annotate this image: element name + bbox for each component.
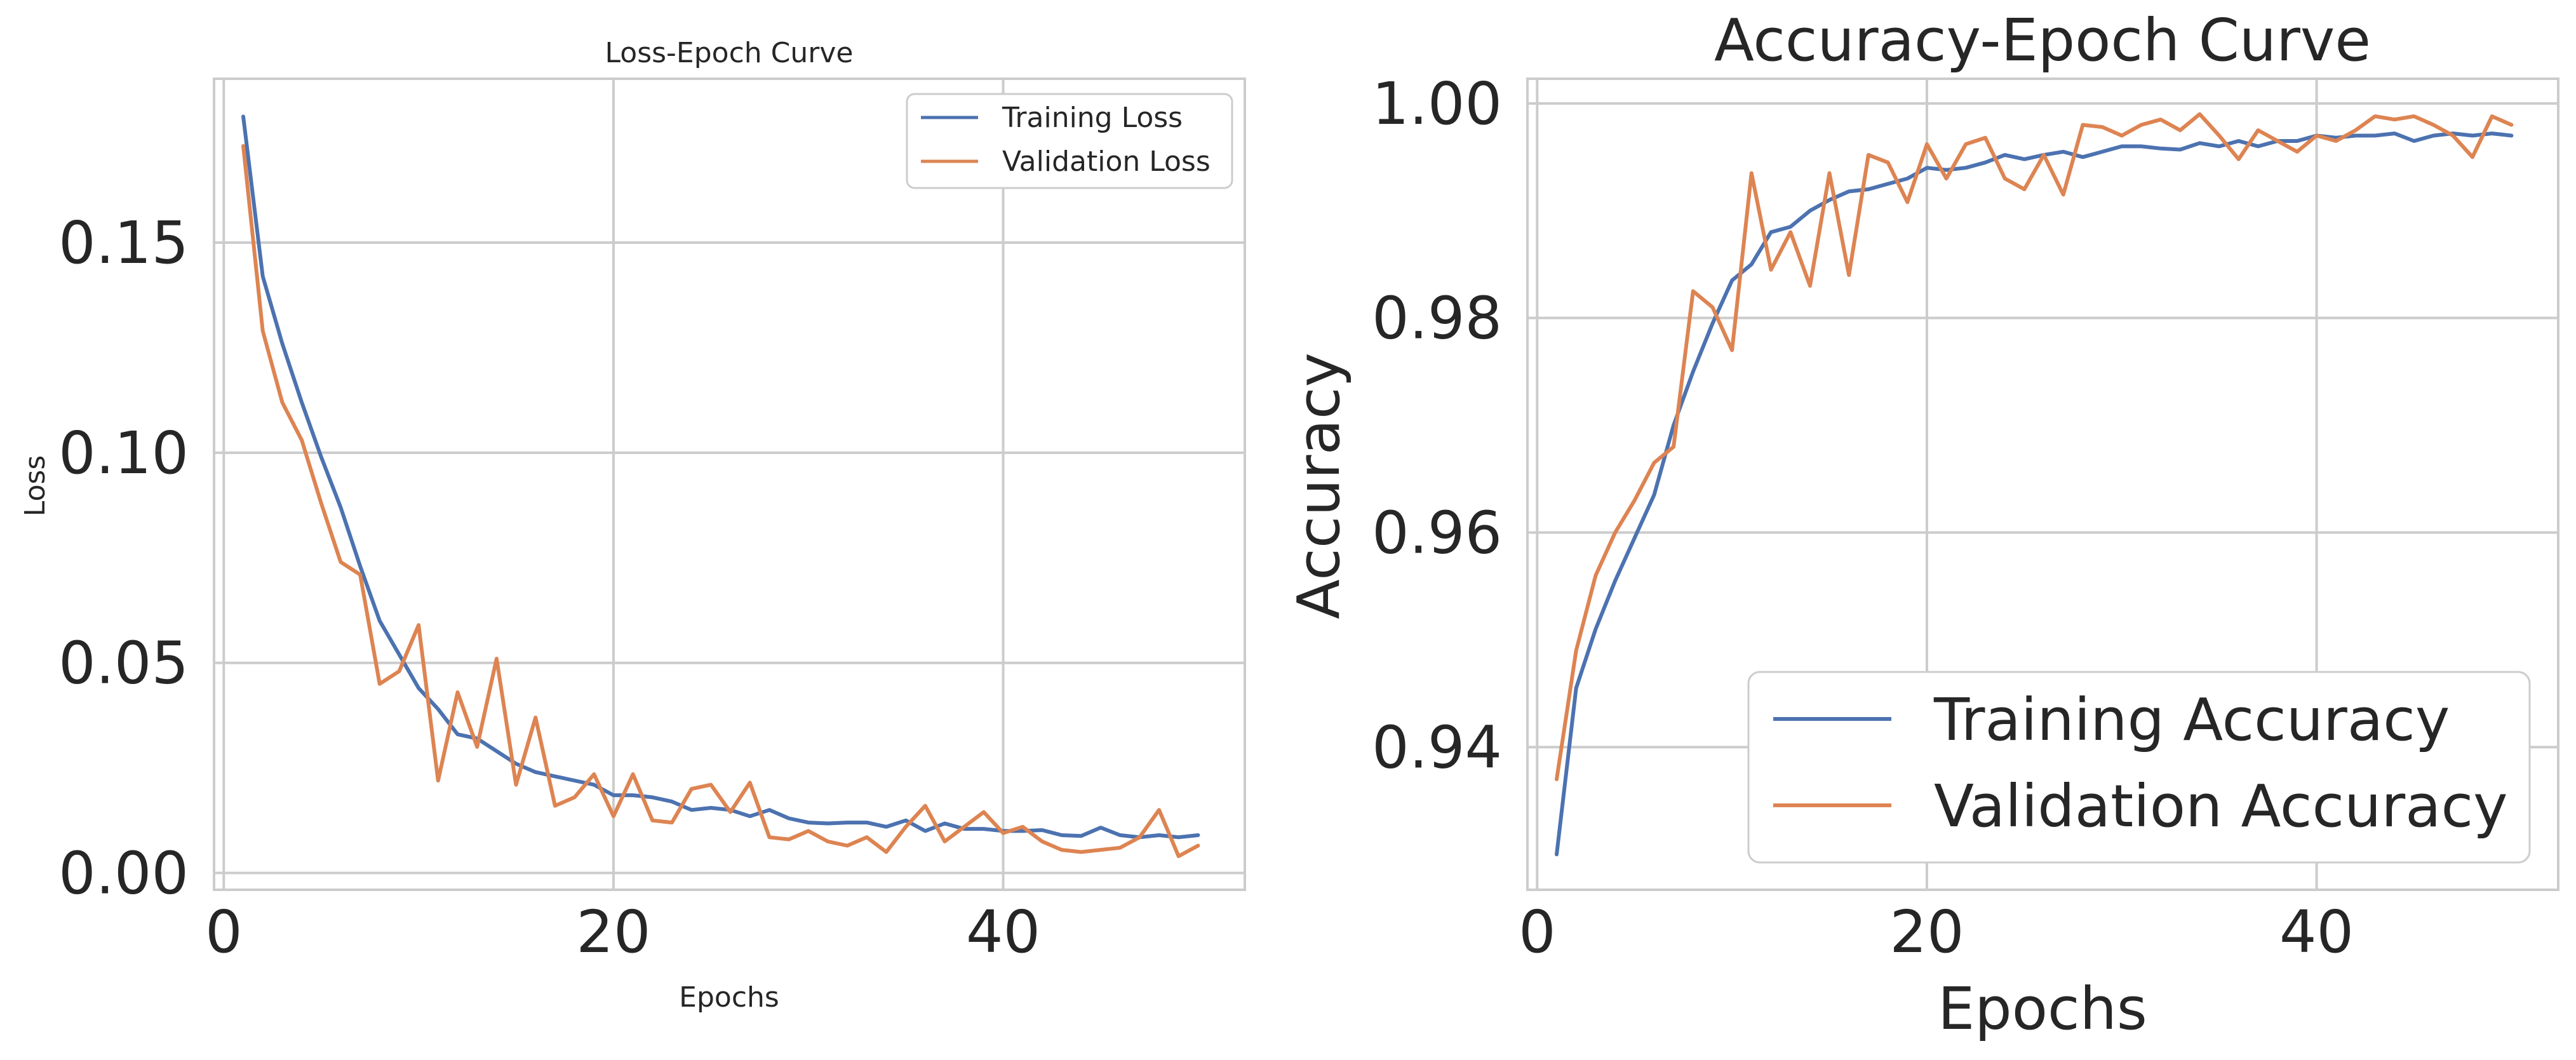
loss-series [241,114,1200,859]
accuracy-y-tick-label: 0.94 [1372,713,1502,781]
accuracy-x-tick-label: 20 [1889,898,1964,966]
accuracy-legend-box [1747,671,2531,864]
accuracy-x-axis-label: Epochs [1938,975,2147,1043]
loss-chart: 0 20 40 0.000.050.100.15 Loss-Epoch Curve … [19,37,1246,1014]
accuracy-series [1555,112,2514,857]
loss-x-tick-labels: 0 20 40 [205,898,1040,966]
loss-legend-label-training: Training Loss [1002,102,1183,134]
loss-legend: Training Loss Validation Loss [906,93,1233,189]
loss-plot-area [213,77,1246,891]
accuracy-y-axis-label: Accuracy [1285,352,1353,619]
accuracy-x-tick-label: 0 [1519,898,1556,966]
loss-chart-title: Loss-Epoch Curve [605,37,854,69]
accuracy-legend: Training Accuracy Validation Accuracy [1747,671,2531,864]
accuracy-series-validation-accuracy [1555,112,2514,781]
accuracy-x-tick-labels: 0 20 40 [1519,898,2354,966]
loss-y-tick-label: 0.05 [58,629,189,697]
accuracy-y-tick-label: 1.00 [1372,70,1502,138]
loss-y-tick-label: 0.10 [58,419,189,487]
loss-x-axis-label: Epochs [679,981,779,1014]
accuracy-chart-title: Accuracy-Epoch Curve [1714,6,2371,74]
loss-y-tick-label: 0.15 [58,209,189,277]
loss-y-axis-label: Loss [19,455,51,517]
loss-y-tick-labels: 0.00 0.05 0.10 0.15 [58,209,189,907]
loss-legend-box [906,93,1233,189]
accuracy-legend-label-training: Training Accuracy [1933,686,2450,754]
loss-legend-label-validation: Validation Loss [1002,145,1211,178]
accuracy-y-tick-label: 0.98 [1372,285,1502,352]
accuracy-chart: 0 20 40 0.94 0.96 0.98 1.00 Accuracy-Epoch Cu… [1285,6,2559,1043]
loss-series-validation-loss [241,144,1200,859]
accuracy-y-tick-labels: 0.94 0.96 0.98 1.00 [1372,70,1502,781]
accuracy-y-tick-label: 0.96 [1372,499,1502,567]
accuracy-legend-label-validation: Validation Accuracy [1934,772,2508,840]
loss-x-tick-label: 40 [966,898,1040,966]
accuracy-x-tick-label: 40 [2279,898,2354,966]
loss-x-tick-label: 0 [205,898,243,966]
loss-y-tick-label: 0.00 [58,840,189,908]
loss-x-tick-label: 20 [576,898,650,966]
loss-gridlines [214,79,1245,890]
